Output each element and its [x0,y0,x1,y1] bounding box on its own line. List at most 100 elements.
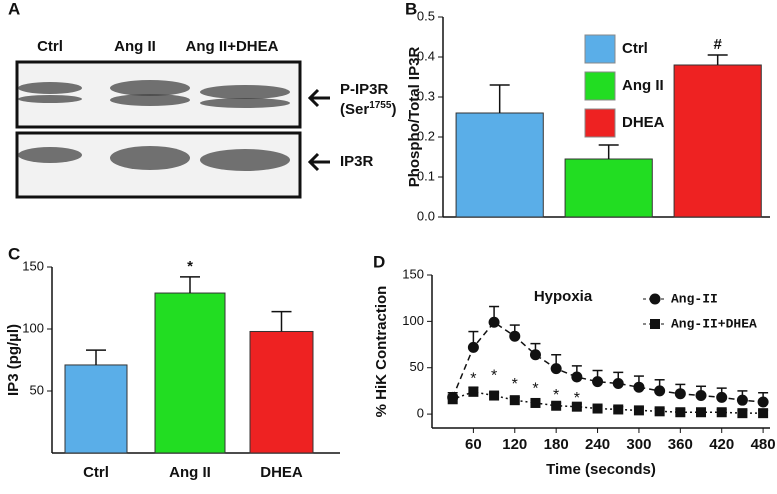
panel-letter: A [8,0,20,18]
y-tick-label: 0.4 [417,48,435,63]
x-axis-label: Time (seconds) [546,461,656,478]
bar [154,292,226,454]
series-line [452,321,764,403]
marker [488,316,500,328]
y-tick-label: 50 [30,382,44,397]
legend-label: Ctrl [622,40,648,57]
annotation: * [512,376,518,393]
marker [757,396,769,408]
chart-title: Hypoxia [534,288,593,305]
y-tick-label: 0 [417,406,424,421]
marker [737,408,748,419]
y-tick-label: 0.1 [417,168,435,183]
marker [509,330,521,342]
y-tick-label: 0.5 [417,8,435,23]
blot-bands [18,80,290,171]
lane-label: Ang II [114,38,156,55]
legend-label: Ang-II+DHEA [671,316,757,331]
legend-label: DHEA [622,114,665,131]
marker [489,390,500,401]
annotation: * [532,381,538,398]
error-bar [180,276,200,294]
annotation: # [714,36,723,53]
marker [447,394,458,405]
marker [571,401,582,412]
legend-label: Ang II [622,77,664,94]
y-tick-label: 50 [410,359,424,374]
marker [654,385,666,397]
y-axis-label: % HiK Contraction [373,286,390,418]
annotation: * [574,390,580,407]
legend-swatch [584,34,616,64]
arrow [307,88,330,108]
marker [736,394,748,406]
lane-label: Ctrl [37,38,63,55]
marker [612,377,624,389]
y-tick-label: 0.0 [417,208,435,223]
marker [696,407,707,418]
error-bar [271,310,292,332]
marker [550,363,562,375]
bar [455,112,544,218]
x-tick-label: DHEA [260,464,303,481]
marker [675,407,686,418]
legend-marker [650,319,660,329]
error-bar [489,84,510,113]
marker [530,397,541,408]
marker [571,371,583,383]
annotation: * [470,370,476,387]
panel-letter: C [8,244,20,263]
marker [758,408,769,419]
x-tick-label: Ang II [169,464,211,481]
x-tick-label: 240 [585,436,610,453]
x-tick-label: 180 [544,436,569,453]
error-bar [707,54,728,65]
arrow [307,152,330,172]
legend-marker [649,293,661,305]
marker [613,404,624,415]
marker [592,376,604,388]
marker [695,390,707,402]
legend-label: Ang-II [671,291,718,306]
marker [633,381,645,393]
y-tick-label: 150 [22,258,44,273]
panel-letter: D [373,252,385,271]
annotation: * [187,258,193,275]
panel-letter: B [405,0,417,18]
x-tick-label: 60 [465,436,482,453]
annotation: * [491,368,497,385]
marker [509,395,520,406]
marker [467,341,479,353]
error-bar [598,144,619,159]
bar [249,330,314,454]
row-label: P-IP3R [340,81,389,98]
y-tick-label: 100 [22,320,44,335]
marker [716,407,727,418]
x-tick-label: 420 [709,436,734,453]
annotation: * [553,387,559,404]
marker [716,391,728,403]
y-axis-label: IP3 (pg/µl) [5,324,22,396]
panel-a: A Ctrl Ang II Ang II+DHEA P-IP3R (Ser175… [8,0,396,199]
marker [674,388,686,400]
y-tick-label: 100 [402,313,424,328]
y-tick-label: 0.3 [417,88,435,103]
x-tick-label: 120 [502,436,527,453]
row-label: IP3R [340,153,374,170]
error-bar [86,349,106,365]
marker [592,403,603,414]
marker [654,406,665,417]
bar [564,158,653,218]
y-tick-label: 150 [402,266,424,281]
bar [673,64,762,218]
bar [64,364,128,454]
marker [633,405,644,416]
x-tick-label: Ctrl [83,464,109,481]
lane-label: Ang II+DHEA [186,38,279,55]
y-axis-label: Phospho/Total IP3R [406,47,423,188]
series-line [452,391,764,414]
legend-swatch [584,108,616,138]
marker [551,400,562,411]
y-tick-label: 0.2 [417,128,435,143]
